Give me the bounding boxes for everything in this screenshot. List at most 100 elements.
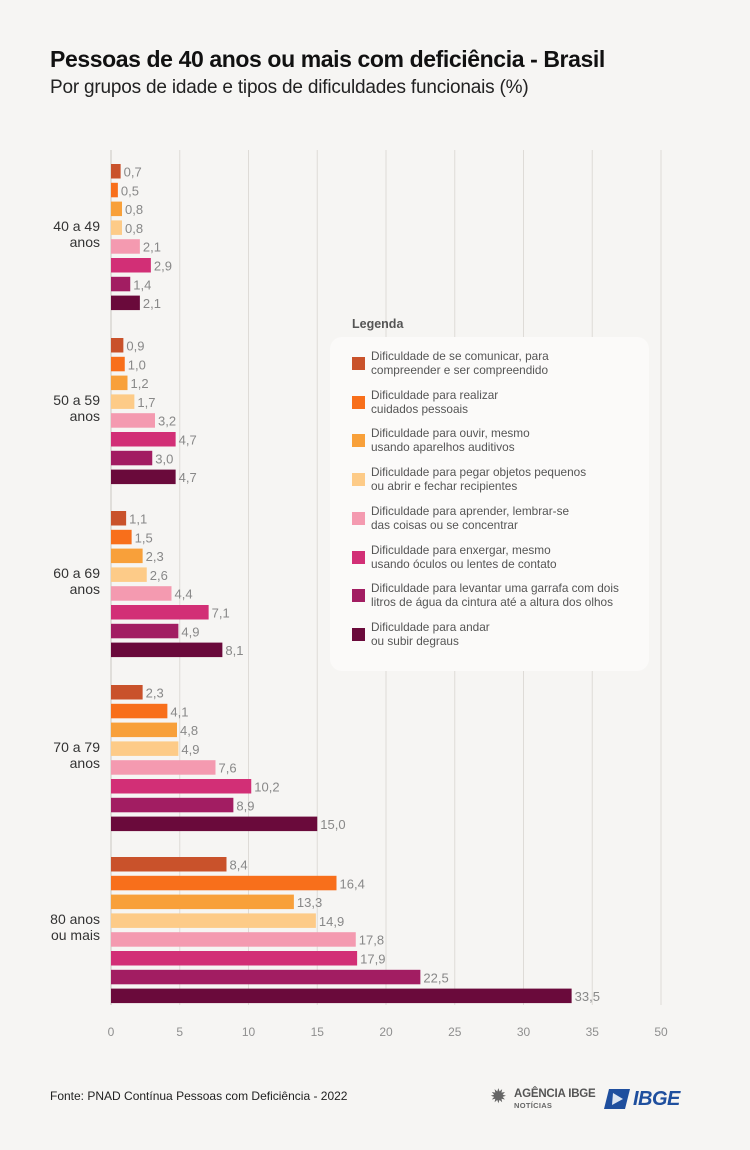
data-label: 1,4	[133, 277, 151, 292]
x-tick-label: 5	[176, 1025, 183, 1039]
data-label: 1,1	[129, 512, 147, 527]
bar	[111, 988, 572, 1004]
data-label: 4,7	[179, 433, 197, 448]
legend-swatch	[352, 550, 365, 564]
data-label: 0,9	[126, 339, 144, 354]
data-label: 33,5	[575, 989, 600, 1004]
data-label: 2,9	[154, 259, 172, 274]
data-label: 16,4	[340, 876, 365, 891]
legend-label: Dificuldade para levantar uma garrafa co…	[371, 581, 619, 610]
legend-label: Dificuldade para ouvir, mesmo usando apa…	[371, 426, 530, 455]
bar	[111, 338, 124, 353]
data-label: 1,7	[137, 395, 155, 410]
ibge-logo-text: IBGE	[633, 1088, 680, 1110]
data-label: 22,5	[423, 970, 448, 985]
category-label: 80 anos ou mais	[50, 911, 100, 943]
bar	[111, 951, 358, 966]
bar	[111, 432, 176, 447]
category-label: 40 a 49 anos	[53, 218, 100, 250]
bar	[111, 857, 227, 872]
legend-label: Dificuldade para andar ou subir degraus	[371, 619, 490, 648]
data-label: 10,2	[254, 780, 279, 795]
agencia-logo-subtext: NOTÍCIAS	[514, 1101, 553, 1110]
bar	[111, 375, 128, 391]
data-label: 1,2	[131, 376, 149, 391]
data-label: 8,9	[236, 798, 254, 813]
bar	[111, 511, 127, 526]
bar	[111, 760, 216, 775]
legend-label: Dificuldade para pegar objetos pequenos …	[371, 465, 587, 494]
legend-title: Legenda	[352, 317, 404, 331]
agencia-logo-icon: ✹	[490, 1086, 507, 1108]
data-label: 7,1	[212, 606, 230, 621]
data-label: 0,8	[125, 221, 143, 236]
x-tick-label: 30	[517, 1025, 531, 1039]
legend-box	[330, 337, 649, 671]
x-tick-label: 50	[654, 1025, 668, 1039]
x-tick-label: 20	[379, 1025, 393, 1039]
data-label: 8,1	[225, 643, 243, 658]
chart-subtitle: Por grupos de idade e tipos de dificulda…	[50, 77, 529, 98]
category-label: 70 a 79 anos	[53, 739, 100, 771]
bar	[111, 469, 176, 485]
bar	[111, 220, 122, 235]
data-label: 7,6	[219, 761, 237, 776]
legend-label: Dificuldade para aprender, lembrar-se da…	[371, 503, 570, 532]
bar	[111, 722, 177, 738]
data-label: 0,8	[125, 202, 143, 217]
bar	[111, 182, 118, 198]
category-label: 50 a 59 anos	[53, 392, 100, 424]
data-label: 0,5	[121, 183, 139, 198]
bar	[111, 295, 140, 311]
bar	[111, 201, 122, 217]
data-label: 2,1	[143, 296, 161, 311]
data-label: 4,9	[181, 624, 199, 639]
bar	[111, 894, 294, 910]
bar	[111, 276, 131, 292]
bar	[111, 356, 125, 372]
bar	[111, 529, 132, 545]
legend-swatch	[352, 589, 365, 603]
bar	[111, 258, 151, 273]
data-label: 4,9	[181, 742, 199, 757]
bar	[111, 741, 179, 756]
legend-swatch	[352, 434, 365, 448]
source-note: Fonte: PNAD Contínua Pessoas com Deficiê…	[50, 1089, 348, 1103]
bar	[111, 875, 337, 891]
data-label: 2,1	[143, 240, 161, 255]
chart-title: Pessoas de 40 anos ou mais com deficiênc…	[50, 46, 605, 72]
x-tick-label: 35	[586, 1025, 600, 1039]
agencia-logo-text: AGÊNCIA IBGE	[514, 1088, 596, 1100]
bar	[111, 703, 168, 719]
bar	[111, 239, 140, 254]
x-tick-label: 15	[311, 1025, 325, 1039]
x-tick-label: 0	[108, 1025, 115, 1039]
bar	[111, 567, 147, 582]
data-label: 4,1	[170, 704, 188, 719]
legend-swatch	[352, 473, 365, 487]
bar	[111, 969, 421, 985]
data-label: 0,7	[124, 165, 142, 180]
category-label: 60 a 69 anos	[53, 565, 100, 597]
data-label: 4,4	[175, 587, 193, 602]
data-label: 13,3	[297, 895, 322, 910]
bar	[111, 394, 135, 409]
data-label: 1,0	[128, 357, 146, 372]
data-label: 4,8	[180, 723, 198, 738]
data-label: 8,4	[230, 858, 248, 873]
ibge-logo-icon	[604, 1089, 630, 1109]
legend-label: Dificuldade para enxergar, mesmo usando …	[371, 542, 557, 571]
bar	[111, 450, 153, 466]
bar	[111, 797, 234, 813]
legend-swatch	[352, 357, 365, 370]
legend-swatch	[352, 511, 365, 525]
bar	[111, 779, 252, 794]
data-label: 2,3	[146, 686, 164, 701]
legend-swatch	[352, 627, 365, 641]
bar	[111, 913, 316, 928]
x-tick-label: 10	[242, 1025, 256, 1039]
legend-label: Dificuldade para realizar cuidados pesso…	[371, 387, 499, 416]
data-label: 17,9	[360, 952, 385, 967]
data-label: 2,6	[150, 568, 168, 583]
data-label: 3,0	[155, 451, 173, 466]
